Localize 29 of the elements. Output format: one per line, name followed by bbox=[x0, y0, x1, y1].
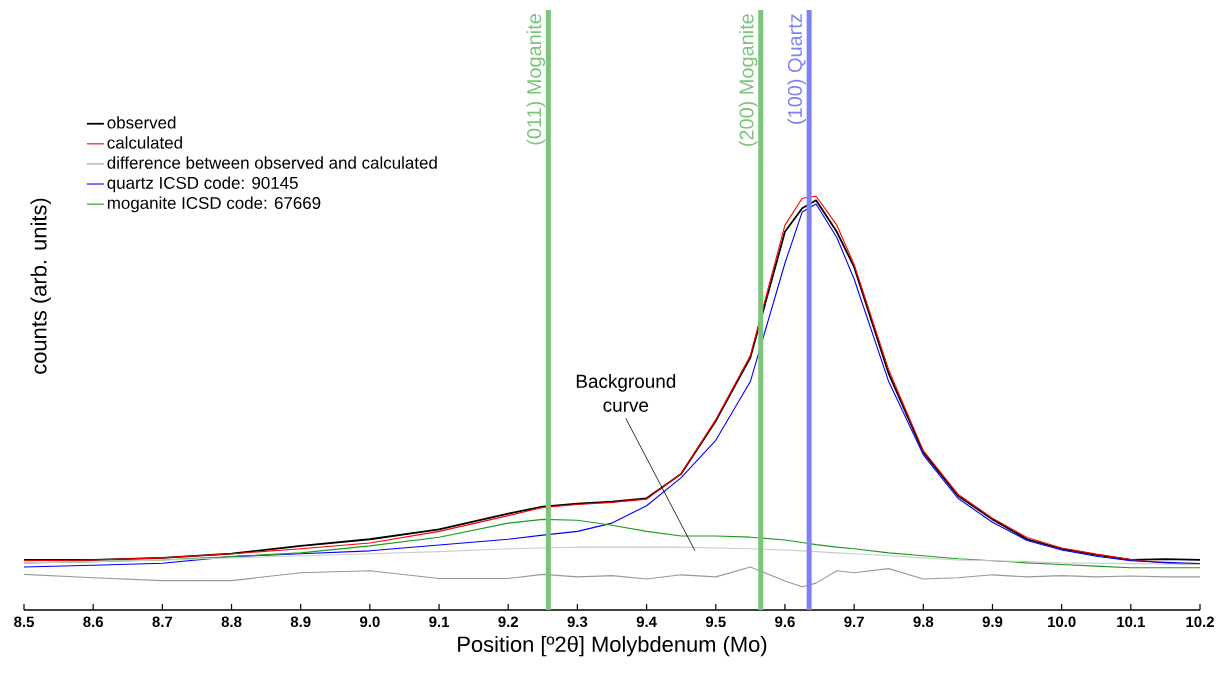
x-tick-label: 8.8 bbox=[221, 616, 242, 628]
x-tick-label: 9.2 bbox=[498, 616, 519, 628]
x-tick-label: 9.1 bbox=[429, 616, 450, 628]
x-tick-label: 10.1 bbox=[1117, 616, 1145, 628]
annotation: Background curve bbox=[576, 374, 676, 412]
x-tick-label: 8.7 bbox=[152, 616, 173, 628]
x-tick-label: 9.7 bbox=[844, 616, 864, 628]
ref-line-label: (200) Moganite bbox=[738, 14, 758, 146]
x-tick-label: 9.4 bbox=[636, 616, 657, 628]
x-tick-label: 8.6 bbox=[83, 616, 104, 628]
x-tick-label: 8.5 bbox=[14, 616, 34, 628]
ref-line-label: (100) Quartz bbox=[787, 14, 806, 124]
legend-label: calculated bbox=[107, 136, 182, 149]
x-tick-label: 9.9 bbox=[982, 616, 1003, 628]
x-axis-title: Position [º2θ] Molybdenum (Mo) bbox=[458, 635, 767, 657]
x-tick-label: 9.6 bbox=[775, 616, 795, 628]
x-tick-label: 9.8 bbox=[913, 616, 934, 628]
legend-label: quartz ICSD code: 90145 bbox=[107, 176, 298, 193]
x-tick-label: 8.9 bbox=[290, 616, 311, 628]
x-tick-label: 10.0 bbox=[1048, 616, 1076, 628]
y-axis-title: counts (arb. units) bbox=[30, 198, 51, 374]
ref-line-label: (011) Moganite bbox=[526, 14, 546, 145]
x-tick-label: 9.0 bbox=[360, 616, 380, 628]
x-tick-label: 9.5 bbox=[705, 616, 726, 628]
x-tick-label: 9.3 bbox=[567, 616, 588, 628]
legend-label: observed bbox=[107, 116, 176, 129]
x-tick-label: 10.2 bbox=[1186, 616, 1214, 628]
legend-label: difference between observed and calculated bbox=[107, 156, 437, 169]
legend-label: moganite ICSD code: 67669 bbox=[107, 196, 321, 213]
